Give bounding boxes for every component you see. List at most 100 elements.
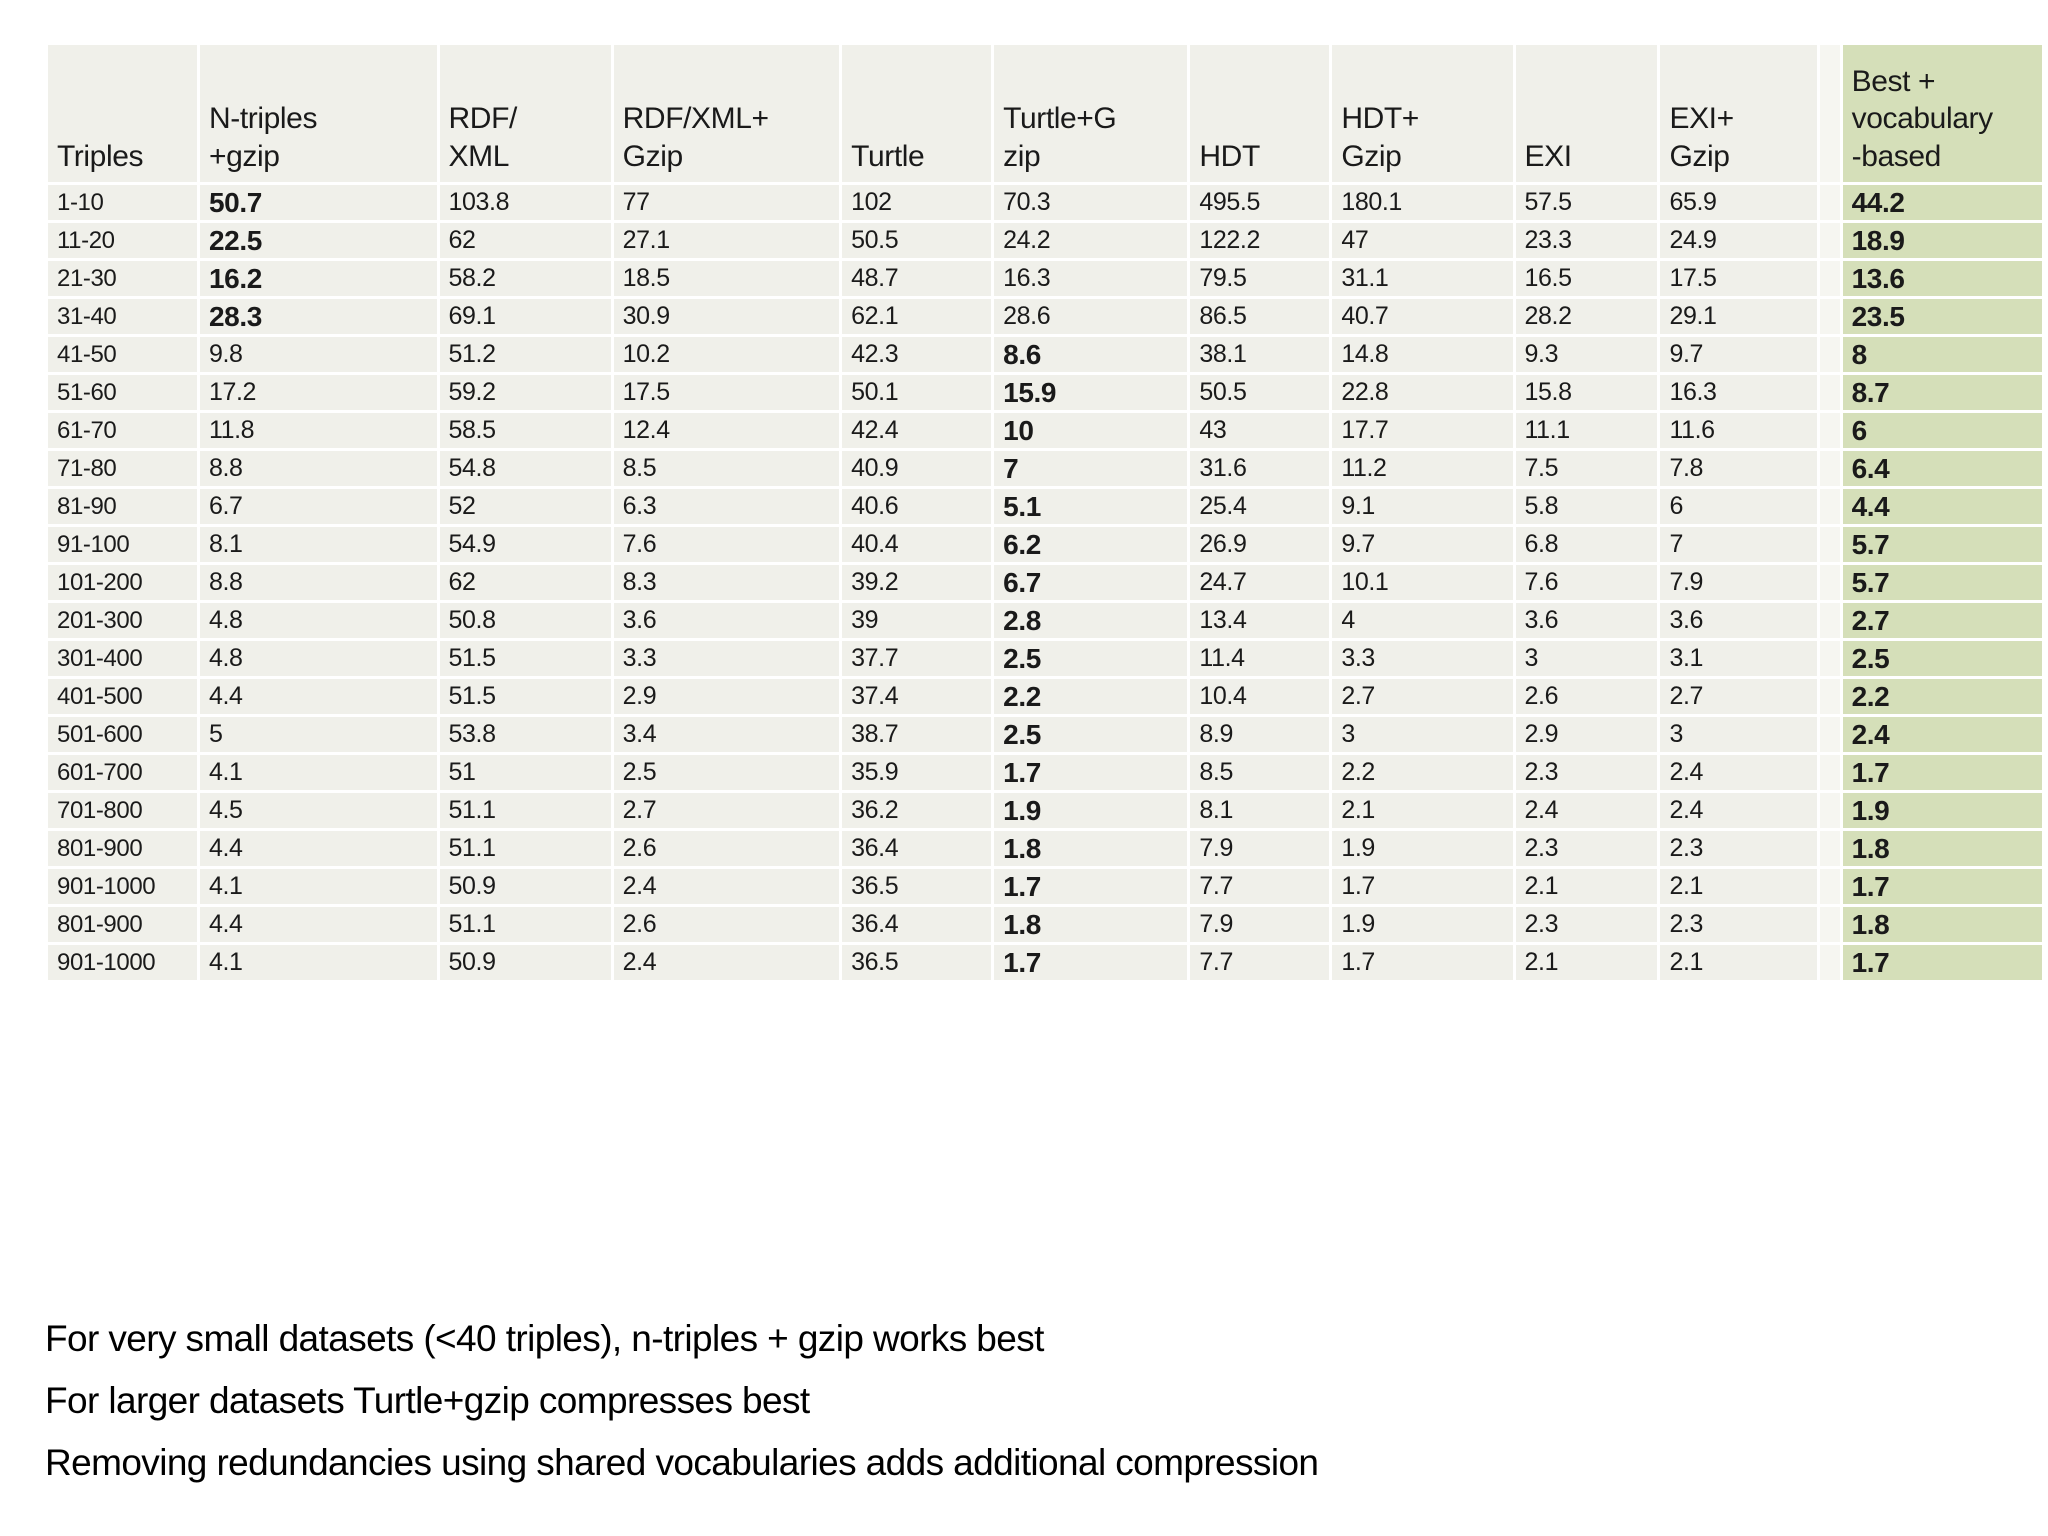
cell-turtle_gzip: 8.6	[994, 337, 1188, 372]
cell-ntriples_gzip: 50.7	[199, 185, 437, 220]
cell-turtle_gzip: 6.2	[994, 527, 1188, 562]
spacer-cell	[1820, 793, 1840, 828]
spacer-cell	[1820, 679, 1840, 714]
cell-turtle_gzip: 1.8	[994, 831, 1188, 866]
row-label: 801-900	[48, 831, 197, 866]
row-label: 1-10	[48, 185, 197, 220]
cell-exi_gzip: 11.6	[1660, 413, 1818, 448]
spacer-cell	[1820, 945, 1840, 980]
row-label: 801-900	[48, 907, 197, 942]
cell-exi: 3.6	[1515, 603, 1658, 638]
row-label: 601-700	[48, 755, 197, 790]
table-row: 301-400 4.8 51.5 3.3 37.7 2.5 11.4 3.3 3 3.1 2.5	[48, 641, 2042, 676]
spacer-cell	[1820, 261, 1840, 296]
cell-best: 8	[1842, 337, 2042, 372]
cell-best: 6	[1842, 413, 2042, 448]
cell-hdt: 13.4	[1190, 603, 1330, 638]
table-row: 51-60 17.2 59.2 17.5 50.1 15.9 50.5 22.8 15.8 16.…	[48, 375, 2042, 410]
cell-rdf_xml: 52	[439, 489, 611, 524]
cell-hdt: 8.1	[1190, 793, 1330, 828]
cell-rdf_xml: 54.9	[439, 527, 611, 562]
cell-exi_gzip: 3.6	[1660, 603, 1818, 638]
row-label: 41-50	[48, 337, 197, 372]
table-row: 901-1000 4.1 50.9 2.4 36.5 1.7 7.7 1.7 2.1 2.1 1.7	[48, 869, 2042, 904]
cell-turtle: 39.2	[842, 565, 992, 600]
cell-hdt: 24.7	[1190, 565, 1330, 600]
cell-turtle_gzip: 2.8	[994, 603, 1188, 638]
cell-exi_gzip: 3	[1660, 717, 1818, 752]
cell-exi_gzip: 29.1	[1660, 299, 1818, 334]
row-label: 301-400	[48, 641, 197, 676]
cell-hdt_gzip: 22.8	[1332, 375, 1513, 410]
cell-exi_gzip: 24.9	[1660, 223, 1818, 258]
cell-hdt_gzip: 1.7	[1332, 869, 1513, 904]
cell-rdf_xml_gzip: 8.5	[613, 451, 840, 486]
cell-best: 1.9	[1842, 793, 2042, 828]
table-row: 801-900 4.4 51.1 2.6 36.4 1.8 7.9 1.9 2.3 2.3 1.8	[48, 831, 2042, 866]
cell-hdt: 11.4	[1190, 641, 1330, 676]
column-header-turtle: Turtle	[842, 45, 992, 182]
table-row: 41-50 9.8 51.2 10.2 42.3 8.6 38.1 14.8 9.3 9.7 8	[48, 337, 2042, 372]
cell-hdt: 38.1	[1190, 337, 1330, 372]
cell-ntriples_gzip: 22.5	[199, 223, 437, 258]
spacer-cell	[1820, 755, 1840, 790]
spacer-cell	[1820, 451, 1840, 486]
column-header-rdf_xml_gzip: RDF/XML+ Gzip	[613, 45, 840, 182]
cell-rdf_xml: 51.5	[439, 679, 611, 714]
cell-best: 1.8	[1842, 831, 2042, 866]
cell-hdt_gzip: 40.7	[1332, 299, 1513, 334]
cell-best: 1.7	[1842, 755, 2042, 790]
row-label: 31-40	[48, 299, 197, 334]
cell-rdf_xml: 51.1	[439, 831, 611, 866]
cell-hdt: 10.4	[1190, 679, 1330, 714]
compression-table: Triples N-triples +gzip RDF/ XML RDF/XML+ G…	[45, 42, 2045, 983]
row-label: 51-60	[48, 375, 197, 410]
cell-turtle: 36.4	[842, 831, 992, 866]
cell-turtle: 37.4	[842, 679, 992, 714]
cell-rdf_xml: 50.9	[439, 869, 611, 904]
cell-exi_gzip: 65.9	[1660, 185, 1818, 220]
cell-hdt_gzip: 31.1	[1332, 261, 1513, 296]
table-row: 201-300 4.8 50.8 3.6 39 2.8 13.4 4 3.6 3.6 2.7	[48, 603, 2042, 638]
cell-rdf_xml_gzip: 2.9	[613, 679, 840, 714]
cell-ntriples_gzip: 4.1	[199, 869, 437, 904]
cell-ntriples_gzip: 4.8	[199, 641, 437, 676]
column-header-best: Best + vocabulary -based	[1842, 45, 2042, 182]
row-label: 81-90	[48, 489, 197, 524]
spacer-cell	[1820, 717, 1840, 752]
cell-ntriples_gzip: 5	[199, 717, 437, 752]
cell-exi_gzip: 9.7	[1660, 337, 1818, 372]
row-label: 91-100	[48, 527, 197, 562]
cell-best: 5.7	[1842, 527, 2042, 562]
spacer-cell	[1820, 907, 1840, 942]
cell-rdf_xml: 58.2	[439, 261, 611, 296]
cell-rdf_xml_gzip: 18.5	[613, 261, 840, 296]
cell-best: 13.6	[1842, 261, 2042, 296]
table-row: 81-90 6.7 52 6.3 40.6 5.1 25.4 9.1 5.8 6 4.4	[48, 489, 2042, 524]
cell-turtle_gzip: 6.7	[994, 565, 1188, 600]
cell-rdf_xml_gzip: 6.3	[613, 489, 840, 524]
cell-best: 44.2	[1842, 185, 2042, 220]
row-label: 501-600	[48, 717, 197, 752]
cell-best: 2.2	[1842, 679, 2042, 714]
spacer-cell	[1820, 565, 1840, 600]
cell-ntriples_gzip: 28.3	[199, 299, 437, 334]
cell-hdt_gzip: 47	[1332, 223, 1513, 258]
spacer-cell	[1820, 337, 1840, 372]
cell-ntriples_gzip: 9.8	[199, 337, 437, 372]
cell-best: 2.4	[1842, 717, 2042, 752]
cell-rdf_xml_gzip: 3.6	[613, 603, 840, 638]
cell-exi: 2.1	[1515, 945, 1658, 980]
cell-exi_gzip: 17.5	[1660, 261, 1818, 296]
cell-hdt_gzip: 10.1	[1332, 565, 1513, 600]
cell-hdt: 7.9	[1190, 831, 1330, 866]
table-row: 801-900 4.4 51.1 2.6 36.4 1.8 7.9 1.9 2.3 2.3 1.8	[48, 907, 2042, 942]
cell-exi: 2.3	[1515, 831, 1658, 866]
cell-rdf_xml_gzip: 17.5	[613, 375, 840, 410]
row-label: 71-80	[48, 451, 197, 486]
cell-hdt: 122.2	[1190, 223, 1330, 258]
spacer-cell	[1820, 869, 1840, 904]
table-row: 61-70 11.8 58.5 12.4 42.4 10 43 17.7 11.1 11.6 6	[48, 413, 2042, 448]
row-label: 61-70	[48, 413, 197, 448]
